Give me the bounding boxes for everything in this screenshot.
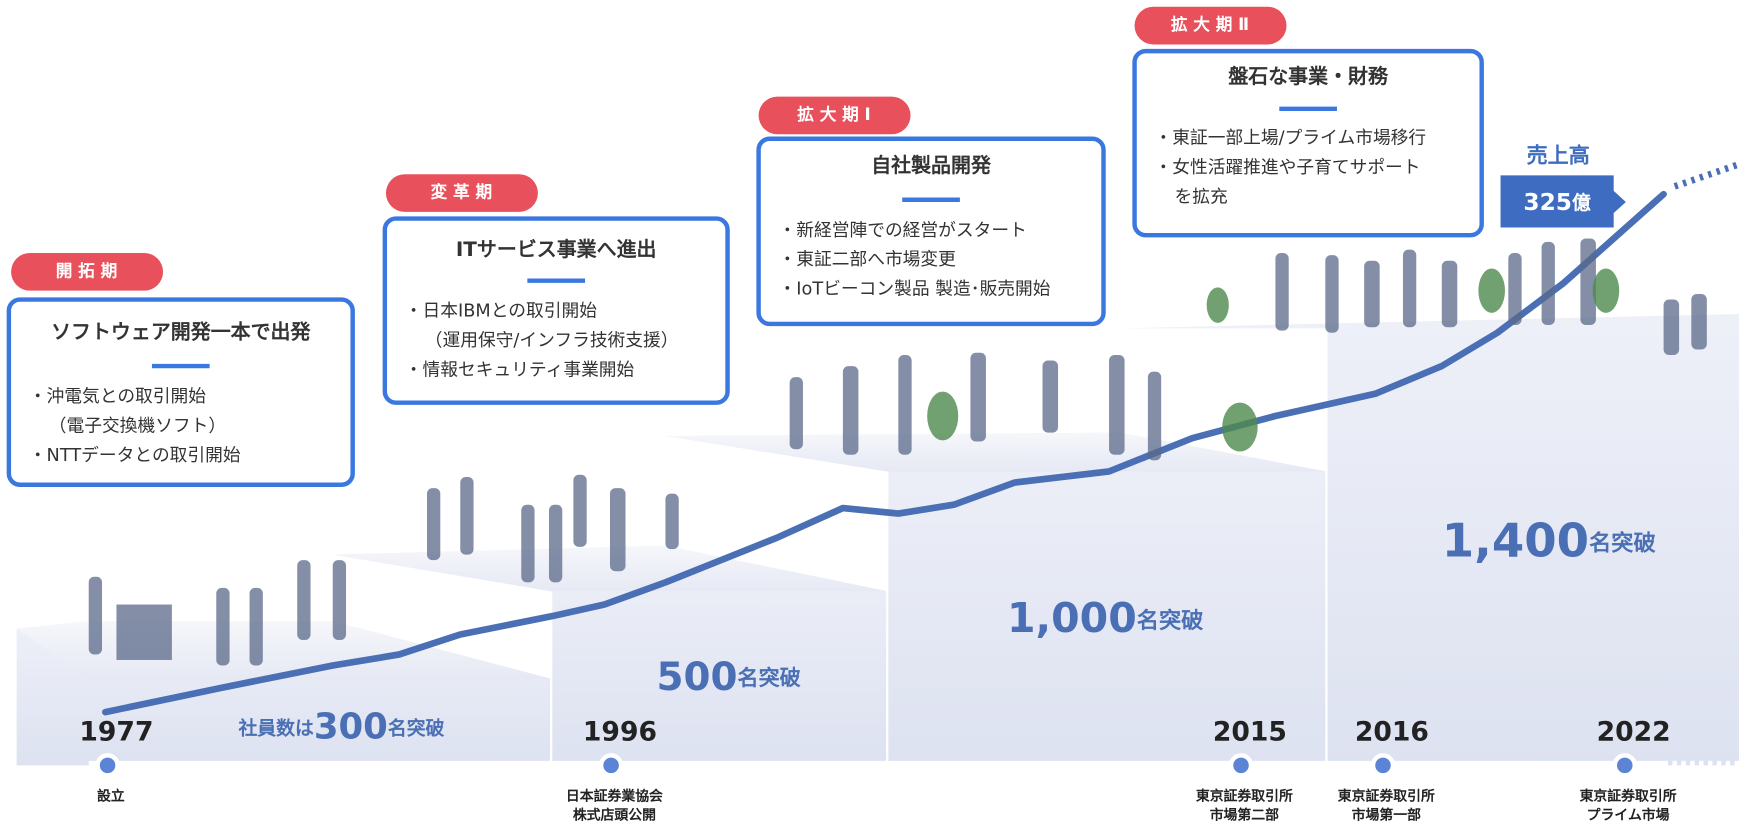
phase-bullet: ・情報セキュリティ事業開始 — [405, 360, 635, 381]
count-number: 300 — [314, 707, 388, 748]
phase-title: ITサービス事業へ進出 — [456, 237, 657, 261]
count-number: 500 — [657, 654, 738, 699]
phase-label: 開 拓 期 — [56, 261, 117, 280]
step — [332, 545, 888, 766]
step — [665, 432, 1327, 766]
phase-pill — [758, 96, 911, 135]
event: 東京証券取引所 — [1338, 787, 1435, 804]
count-suffix: 名突破 — [1589, 529, 1656, 556]
event: 日本証券業協会 — [566, 787, 663, 804]
event: 設立 — [97, 787, 125, 804]
phase-box — [756, 136, 1106, 327]
phase-box — [1132, 48, 1484, 238]
year: 2016 — [1355, 717, 1429, 748]
phase-pill — [1134, 6, 1287, 45]
sales-label: 売上高 — [1527, 142, 1590, 167]
year: 1996 — [583, 717, 657, 748]
sales-number: 325 — [1523, 189, 1572, 216]
year: 2015 — [1213, 717, 1287, 748]
phase-title: 盤石な事業・財務 — [1228, 64, 1389, 88]
phase-label: 変 革 期 — [431, 182, 492, 202]
employee-count: 1,000名突破 — [1007, 594, 1204, 642]
timeline-dot — [95, 753, 120, 778]
step — [1120, 313, 1739, 766]
phase-bullet: ・NTTデータとの取引開始 — [29, 445, 241, 466]
sales-unit: 億 — [1572, 191, 1591, 214]
people-illustrations — [88, 238, 1707, 666]
sales-badge — [1500, 175, 1626, 228]
phase-pill — [385, 174, 538, 212]
phase-bullet: （運用保守/インフラ技術支援） — [425, 330, 679, 351]
count-suffix: 名突破 — [738, 665, 801, 690]
timeline-dot — [1612, 753, 1637, 778]
event: 市場第二部 — [1210, 806, 1279, 822]
count-prefix: 社員数は — [237, 716, 314, 739]
year: 1977 — [79, 717, 153, 748]
phase-bullet: ・IoTビーコン製品 製造･販売開始 — [779, 279, 1051, 300]
count-number: 1,000 — [1007, 594, 1137, 642]
phase-label: 拡 大 期 Ⅱ — [1171, 14, 1249, 34]
growth-line — [102, 190, 1667, 716]
phase-bullet: を拡充 — [1174, 187, 1227, 208]
event: 東京証券取引所 — [1580, 787, 1677, 804]
timeline-dot — [1228, 753, 1254, 778]
phase: 拡 大 期 Ⅱ 盤石な事業・財務・東証一部上場/プライム市場移行・女性活躍推進や子… — [1132, 6, 1484, 238]
event: 東京証券取引所 — [1196, 787, 1293, 804]
count-number: 1,400 — [1442, 513, 1589, 567]
employee-count: 500名突破 — [657, 654, 801, 699]
phase-bullet: ・東証一部上場/プライム市場移行 — [1155, 128, 1427, 149]
count-suffix: 名突破 — [388, 716, 445, 739]
steps — [16, 313, 1739, 766]
phase-bullet: （電子交換機ソフト） — [49, 416, 226, 437]
growth-line-dotted — [1673, 161, 1739, 190]
event: 株式店頭公開 — [573, 806, 656, 822]
step-top — [332, 545, 888, 592]
phase-title: 自社製品開発 — [871, 153, 992, 177]
phase-label: 拡 大 期 Ⅰ — [797, 104, 870, 124]
phase-pill — [11, 252, 164, 291]
phase-bullet: ・沖電気との取引開始 — [29, 386, 206, 407]
timeline-dot — [1370, 753, 1396, 778]
plants — [927, 268, 1620, 452]
event: プライム市場 — [1587, 806, 1670, 822]
year: 2022 — [1597, 717, 1671, 748]
timeline-dot — [598, 753, 624, 778]
phase-box — [382, 216, 730, 405]
count-suffix: 名突破 — [1137, 607, 1204, 634]
phase-bullet: ・東証二部へ市場変更 — [779, 249, 957, 270]
phase-box — [6, 297, 355, 487]
sales-amount: 325億 — [1523, 189, 1591, 216]
employee-count: 社員数は300名突破 — [237, 707, 444, 748]
phase-title: ソフトウェア開発一本で出発 — [51, 319, 311, 343]
phase-bullet: ・新経営陣での経営がスタート — [779, 220, 1027, 241]
phase: 変 革 期 ITサービス事業へ進出・日本IBMとの取引開始 （運用保守/インフラ技術… — [382, 174, 730, 405]
employee-count: 1,400名突破 — [1442, 513, 1657, 567]
phase-bullet: ・日本IBMとの取引開始 — [405, 301, 597, 322]
phase: 拡 大 期 Ⅰ 自社製品開発・新経営陣での経営がスタート・東証二部へ市場変更・Io… — [756, 96, 1106, 327]
phase-bullet: ・女性活躍推進や子育てサポート — [1155, 157, 1421, 178]
event: 市場第一部 — [1352, 806, 1421, 822]
